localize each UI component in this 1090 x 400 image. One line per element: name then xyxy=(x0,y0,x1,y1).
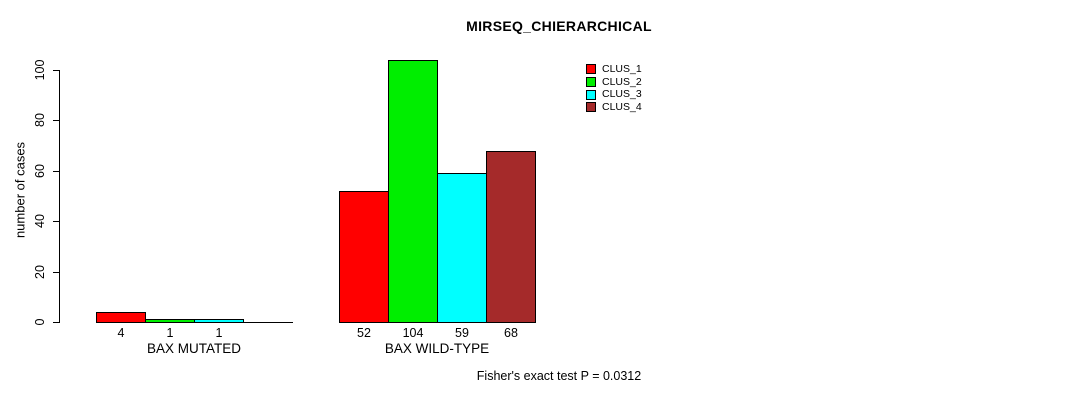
bar-clus_2-group2 xyxy=(388,60,438,323)
y-tick xyxy=(53,70,59,71)
bar-clus_1-group1 xyxy=(96,312,146,323)
chart-title: MIRSEQ_CHIERARCHICAL xyxy=(466,18,652,34)
legend-swatch-clus_2 xyxy=(586,77,596,88)
bar-clus_4-group1-zero xyxy=(243,322,293,323)
bar-clus_3-group1 xyxy=(194,319,244,323)
y-tick-label: 60 xyxy=(33,164,47,178)
bar-clus_4-group2 xyxy=(486,151,536,323)
group-label: BAX WILD-TYPE xyxy=(384,341,490,356)
bar-value-label: 104 xyxy=(402,326,424,340)
legend-entry: CLUS_2 xyxy=(586,76,642,89)
legend-label: CLUS_2 xyxy=(602,75,642,88)
y-tick-label: 20 xyxy=(33,265,47,279)
bar-value-label: 4 xyxy=(117,326,125,340)
bar-clus_3-group2 xyxy=(437,173,487,323)
y-tick xyxy=(53,322,59,323)
bar-clus_1-group2 xyxy=(339,191,389,323)
annotation-text: Fisher's exact test P = 0.0312 xyxy=(476,369,642,383)
legend-entry: CLUS_1 xyxy=(586,63,642,76)
legend-entry: CLUS_4 xyxy=(586,101,642,114)
bar-value-label: 52 xyxy=(357,326,371,340)
y-tick xyxy=(53,221,59,222)
bar-clus_2-group1 xyxy=(145,319,195,323)
bar-value-label: 68 xyxy=(504,326,518,340)
legend-swatch-clus_3 xyxy=(586,89,596,100)
legend-label: CLUS_1 xyxy=(602,63,642,76)
y-tick-label: 100 xyxy=(33,59,47,81)
bar-value-label: 1 xyxy=(215,326,223,340)
legend: CLUS_1 CLUS_2 CLUS_3 CLUS_4 xyxy=(586,63,642,114)
legend-entry: CLUS_3 xyxy=(586,88,642,101)
legend-label: CLUS_4 xyxy=(602,101,642,114)
legend-swatch-clus_1 xyxy=(586,64,596,75)
y-tick xyxy=(53,120,59,121)
y-axis-line xyxy=(59,70,60,323)
group-label: BAX MUTATED xyxy=(146,341,241,356)
y-tick-label: 40 xyxy=(33,214,47,228)
y-tick xyxy=(53,272,59,273)
legend-swatch-clus_4 xyxy=(586,102,596,113)
y-tick-label: 80 xyxy=(33,113,47,127)
legend-label: CLUS_3 xyxy=(602,88,642,101)
y-tick xyxy=(53,171,59,172)
bar-value-label: 59 xyxy=(455,326,469,340)
y-tick-label: 0 xyxy=(33,318,47,326)
y-axis-label: number of cases xyxy=(12,141,28,239)
bar-value-label: 1 xyxy=(166,326,174,340)
